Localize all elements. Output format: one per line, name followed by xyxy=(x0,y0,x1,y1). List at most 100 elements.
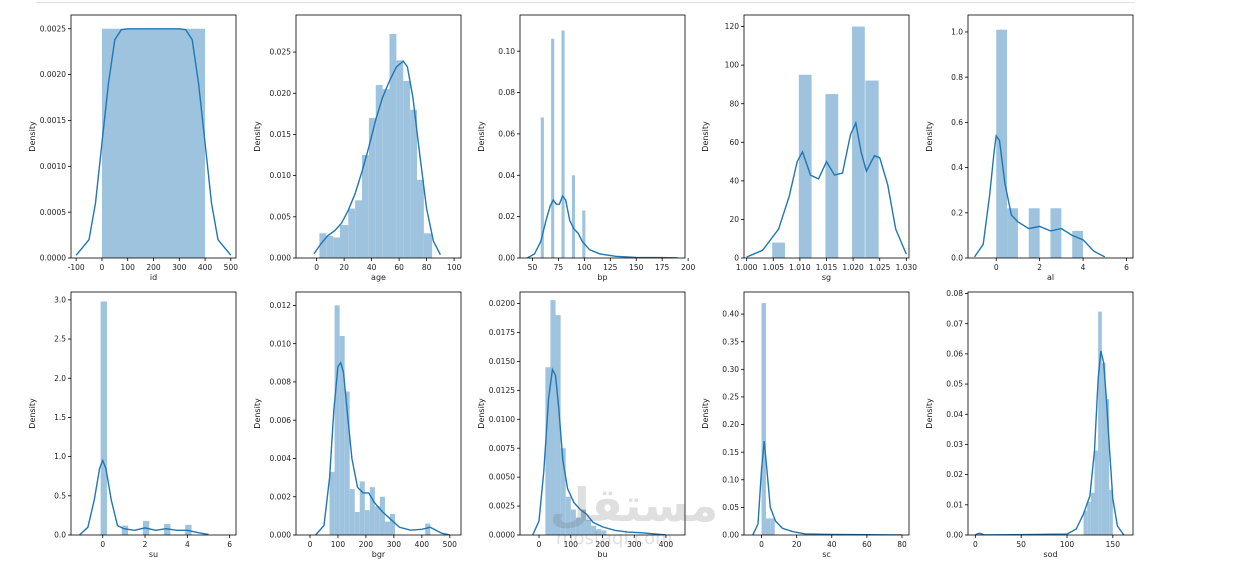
kde-line xyxy=(973,134,1106,258)
histogram-bar xyxy=(329,471,335,535)
y-tick-label: 0 xyxy=(734,254,739,263)
x-tick-label: 50 xyxy=(1016,540,1026,549)
y-tick-label: 60 xyxy=(729,138,739,147)
y-tick-label: 0.05 xyxy=(946,380,963,389)
x-tick-label: 60 xyxy=(394,263,404,272)
axes-frame xyxy=(70,291,237,536)
histogram-bar xyxy=(403,80,411,258)
x-tick-label: 50 xyxy=(528,263,538,272)
histogram-bar xyxy=(561,30,565,258)
histogram-bar xyxy=(100,301,107,535)
x-tick-label: 1.020 xyxy=(842,263,864,272)
y-tick-label: 0.020 xyxy=(270,89,292,98)
x-tick-label: 80 xyxy=(897,540,907,549)
x-tick-label: 80 xyxy=(422,263,432,272)
subplot-age: 0 20 40 60 80 100 0.000 0.005 0.010 0.015 0.020 0.0… xyxy=(253,14,462,282)
subplot-al: 0 2 4 6 0.0 0.2 0.4 0.6 0.8 1.0 al Density xyxy=(925,14,1134,282)
histogram-bar xyxy=(798,74,812,258)
histogram-bar xyxy=(765,518,771,535)
y-tick-label: 0.0020 xyxy=(40,70,66,79)
subplot-marks xyxy=(75,28,232,258)
subplot-bp: 50 75 100 125 150 175 200 0.00 0.02 0.04 0.06 0.08 0… xyxy=(477,14,695,282)
x-tick-label: 0 xyxy=(994,263,999,272)
y-tick-label: 20 xyxy=(729,215,739,224)
axes-frame xyxy=(967,291,1134,536)
histogram-bar xyxy=(333,237,340,258)
y-tick-label: 0.0125 xyxy=(489,386,515,395)
y-tick-label: 1.0 xyxy=(54,452,66,461)
histogram-bar xyxy=(379,496,385,535)
histogram-bar xyxy=(348,208,356,258)
subplot-sod: 0 50 100 150 0.00 0.01 0.02 0.03 0.04 0.05 0.06 0.0… xyxy=(925,289,1134,559)
histogram-bar xyxy=(423,233,433,258)
y-tick-label: 0.2 xyxy=(951,208,963,217)
y-tick-label: 0.015 xyxy=(270,130,292,139)
histogram-bar xyxy=(596,529,602,535)
x-tick-label: 0 xyxy=(100,540,105,549)
histogram-bar xyxy=(340,225,349,258)
y-tick-label: 0.0000 xyxy=(489,531,515,540)
subplot-marks xyxy=(746,26,907,258)
histogram-bar xyxy=(339,336,345,535)
x-tick-label: 100 xyxy=(577,263,592,272)
y-tick-label: 120 xyxy=(725,22,740,31)
histogram-bar xyxy=(374,506,380,535)
x-tick-label: 300 xyxy=(627,540,642,549)
y-axis-label: Density xyxy=(253,398,262,429)
y-axis-label: Density xyxy=(925,121,934,152)
x-tick-label: 125 xyxy=(603,263,618,272)
subplot-marks xyxy=(532,300,667,535)
subplot-marks xyxy=(79,301,209,535)
histogram-bar xyxy=(571,175,575,258)
histogram-bar xyxy=(540,117,544,258)
histogram-bar xyxy=(344,391,350,535)
y-tick-label: 0.05 xyxy=(722,503,739,512)
y-tick-label: 0.04 xyxy=(498,171,515,180)
histogram-bar xyxy=(354,512,360,535)
y-tick-label: 0.02 xyxy=(946,470,963,479)
y-tick-label: 0.0050 xyxy=(489,473,515,482)
y-tick-label: 0.00 xyxy=(498,254,515,263)
x-tick-label: 40 xyxy=(827,540,837,549)
x-tick-label: 2 xyxy=(143,540,148,549)
x-tick-label: 400 xyxy=(415,540,430,549)
x-tick-label: 100 xyxy=(447,263,462,272)
x-tick-label: 0 xyxy=(314,263,319,272)
y-tick-label: 0.0150 xyxy=(489,357,515,366)
x-tick-label: 0 xyxy=(100,263,105,272)
histogram-bar xyxy=(761,303,766,535)
y-tick-label: 0.08 xyxy=(946,289,963,298)
histogram-bar xyxy=(384,521,390,535)
y-tick-label: 3.0 xyxy=(54,295,66,304)
y-tick-label: 0.010 xyxy=(270,339,292,348)
histogram-bar xyxy=(1109,489,1113,535)
histogram-bar xyxy=(368,117,376,258)
y-tick-label: 0.30 xyxy=(722,365,739,374)
x-tick-label: 0 xyxy=(973,540,978,549)
y-tick-label: 2.5 xyxy=(54,335,66,344)
watermark-url: mostaql.com xyxy=(556,528,673,549)
histogram-bar xyxy=(1028,208,1040,258)
y-tick-label: 0.35 xyxy=(722,337,739,346)
histogram-bar xyxy=(334,305,340,535)
y-tick-label: 0.8 xyxy=(951,73,963,82)
axes-frame xyxy=(967,14,1134,259)
y-tick-label: 0.008 xyxy=(270,378,292,387)
histogram-bar xyxy=(1007,208,1018,258)
y-tick-label: 0.0 xyxy=(54,531,66,540)
y-tick-label: 0.15 xyxy=(722,448,739,457)
x-tick-label: 500 xyxy=(443,540,458,549)
x-tick-label: 1.015 xyxy=(816,263,838,272)
x-tick-label: 0 xyxy=(308,540,313,549)
watermark-logo: مستقل mostaql.com xyxy=(520,478,718,549)
histogram-bar xyxy=(396,60,404,258)
histogram-bar xyxy=(319,233,327,258)
x-tick-label: 2 xyxy=(1037,263,1042,272)
x-tick-label: 0 xyxy=(759,540,764,549)
subplot-bu: 0 100 200 300 400 0.0000 0.0025 0.0050 0.0075 0.0… xyxy=(477,291,686,559)
histogram-bar xyxy=(1098,311,1102,535)
y-tick-label: 1.0 xyxy=(951,28,963,37)
y-axis-label: Density xyxy=(477,398,486,429)
histogram-bar xyxy=(586,519,592,535)
x-axis-label: sc xyxy=(822,550,831,559)
